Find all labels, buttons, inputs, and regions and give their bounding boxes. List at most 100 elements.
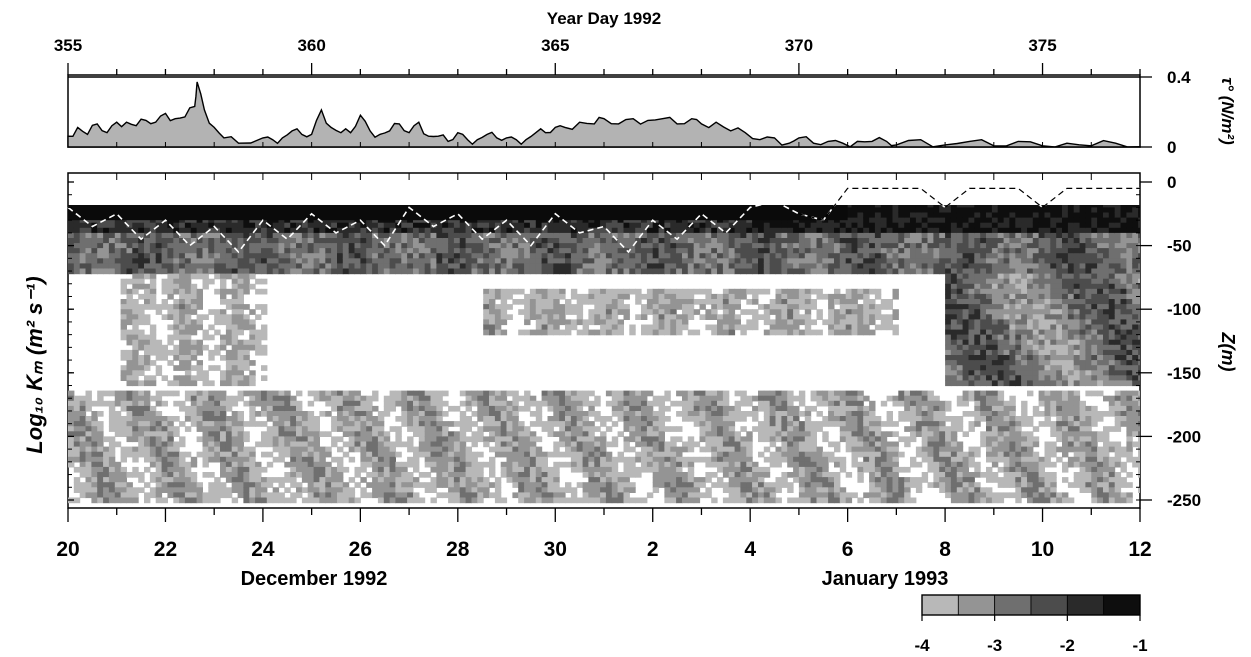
km-contour-cell xyxy=(167,232,174,239)
km-contour-cell xyxy=(360,268,367,275)
km-contour-cell xyxy=(337,268,344,275)
km-contour-cell xyxy=(167,472,174,478)
km-contour-cell xyxy=(261,238,268,244)
km-contour-cell xyxy=(155,472,163,478)
km-contour-cell xyxy=(272,248,280,254)
km-contour-cell xyxy=(208,492,215,499)
km-contour-cell xyxy=(559,421,566,427)
km-contour-cell xyxy=(261,288,268,295)
km-contour-cell xyxy=(348,232,356,239)
km-contour-cell xyxy=(734,487,741,493)
km-contour-cell xyxy=(436,456,443,463)
km-contour-cell xyxy=(611,487,619,493)
km-contour-cell xyxy=(453,217,461,224)
km-contour-cell xyxy=(728,232,736,239)
km-contour-cell xyxy=(97,243,104,249)
km-contour-cell xyxy=(693,258,701,264)
km-contour-cell xyxy=(214,497,221,504)
km-contour-cell xyxy=(512,492,519,499)
km-contour-cell xyxy=(266,263,274,270)
km-contour-cell xyxy=(372,477,379,483)
km-contour-cell xyxy=(196,349,203,356)
km-contour-cell xyxy=(494,390,502,397)
km-contour-cell xyxy=(331,466,338,473)
km-contour-cell xyxy=(307,238,315,244)
km-contour-cell xyxy=(167,380,174,387)
km-contour-cell xyxy=(582,258,589,264)
km-contour-cell xyxy=(758,288,765,295)
km-contour-cell xyxy=(366,243,373,249)
km-contour-cell xyxy=(354,466,361,473)
km-contour-cell xyxy=(307,222,315,229)
km-contour-cell xyxy=(103,253,110,259)
km-contour-cell xyxy=(740,466,747,473)
km-contour-cell xyxy=(348,390,356,397)
km-contour-cell xyxy=(413,456,420,463)
km-contour-cell xyxy=(588,487,595,493)
km-contour-cell xyxy=(664,304,671,310)
km-contour-cell xyxy=(711,395,718,402)
km-contour-cell xyxy=(582,492,589,499)
km-contour-cell xyxy=(629,324,636,331)
km-contour-cell xyxy=(740,472,747,478)
km-contour-cell xyxy=(68,238,75,244)
km-contour-cell xyxy=(682,248,689,254)
km-contour-cell xyxy=(202,222,209,229)
km-contour-cell xyxy=(91,431,98,437)
km-contour-cell xyxy=(623,466,630,473)
km-contour-cell xyxy=(453,222,461,229)
km-contour-cell xyxy=(255,411,262,417)
km-contour-cell xyxy=(734,482,741,488)
km-contour-cell xyxy=(190,339,198,346)
km-contour-cell xyxy=(459,487,467,493)
km-contour-cell xyxy=(494,421,502,427)
km-contour-cell xyxy=(489,446,496,453)
km-contour-cell xyxy=(687,243,695,249)
km-contour-cell xyxy=(594,319,601,326)
km-contour-cell xyxy=(652,441,660,448)
km-contour-cell xyxy=(512,395,519,402)
km-contour-cell xyxy=(483,243,490,249)
km-contour-cell xyxy=(424,248,432,254)
km-contour-cell xyxy=(319,253,326,259)
km-contour-cell xyxy=(243,492,250,499)
km-contour-cell xyxy=(401,411,408,417)
km-contour-cell xyxy=(687,304,695,310)
km-contour-cell xyxy=(301,436,309,443)
km-contour-cell xyxy=(559,411,566,417)
km-contour-cell xyxy=(535,288,543,295)
km-contour-cell xyxy=(664,222,671,229)
km-contour-cell xyxy=(161,426,168,432)
km-contour-cell xyxy=(237,263,244,270)
km-contour-cell xyxy=(436,482,443,488)
km-contour-cell xyxy=(360,461,367,468)
km-contour-cell xyxy=(342,258,350,264)
km-contour-cell xyxy=(711,461,718,468)
km-contour-cell xyxy=(664,446,671,453)
km-contour-cell xyxy=(255,263,262,270)
km-contour-cell xyxy=(261,431,268,437)
km-contour-cell xyxy=(307,431,315,437)
km-contour-cell xyxy=(173,441,180,448)
km-contour-cell xyxy=(401,232,408,239)
km-contour-cell xyxy=(231,258,239,264)
km-contour-cell xyxy=(465,253,472,259)
km-contour-cell xyxy=(769,232,777,239)
km-contour-cell xyxy=(758,390,765,397)
km-contour-cell xyxy=(325,446,332,453)
km-contour-cell xyxy=(570,319,578,326)
km-contour-cell xyxy=(278,258,285,264)
km-contour-cell xyxy=(459,263,467,270)
km-contour-cell xyxy=(676,446,683,453)
km-contour-cell xyxy=(301,497,309,504)
km-contour-cell xyxy=(179,497,186,504)
km-contour-cell xyxy=(313,421,320,427)
km-contour-cell xyxy=(255,243,262,249)
km-contour-cell xyxy=(687,411,695,417)
km-contour-cell xyxy=(161,299,168,305)
km-contour-cell xyxy=(722,436,730,443)
km-contour-cell xyxy=(541,217,548,224)
km-contour-cell xyxy=(284,253,291,259)
km-contour-cell xyxy=(342,222,350,229)
km-contour-cell xyxy=(436,222,443,229)
